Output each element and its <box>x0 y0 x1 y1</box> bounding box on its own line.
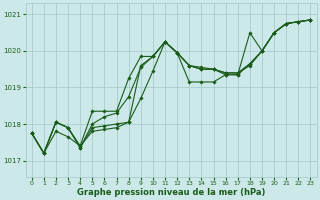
X-axis label: Graphe pression niveau de la mer (hPa): Graphe pression niveau de la mer (hPa) <box>77 188 265 197</box>
